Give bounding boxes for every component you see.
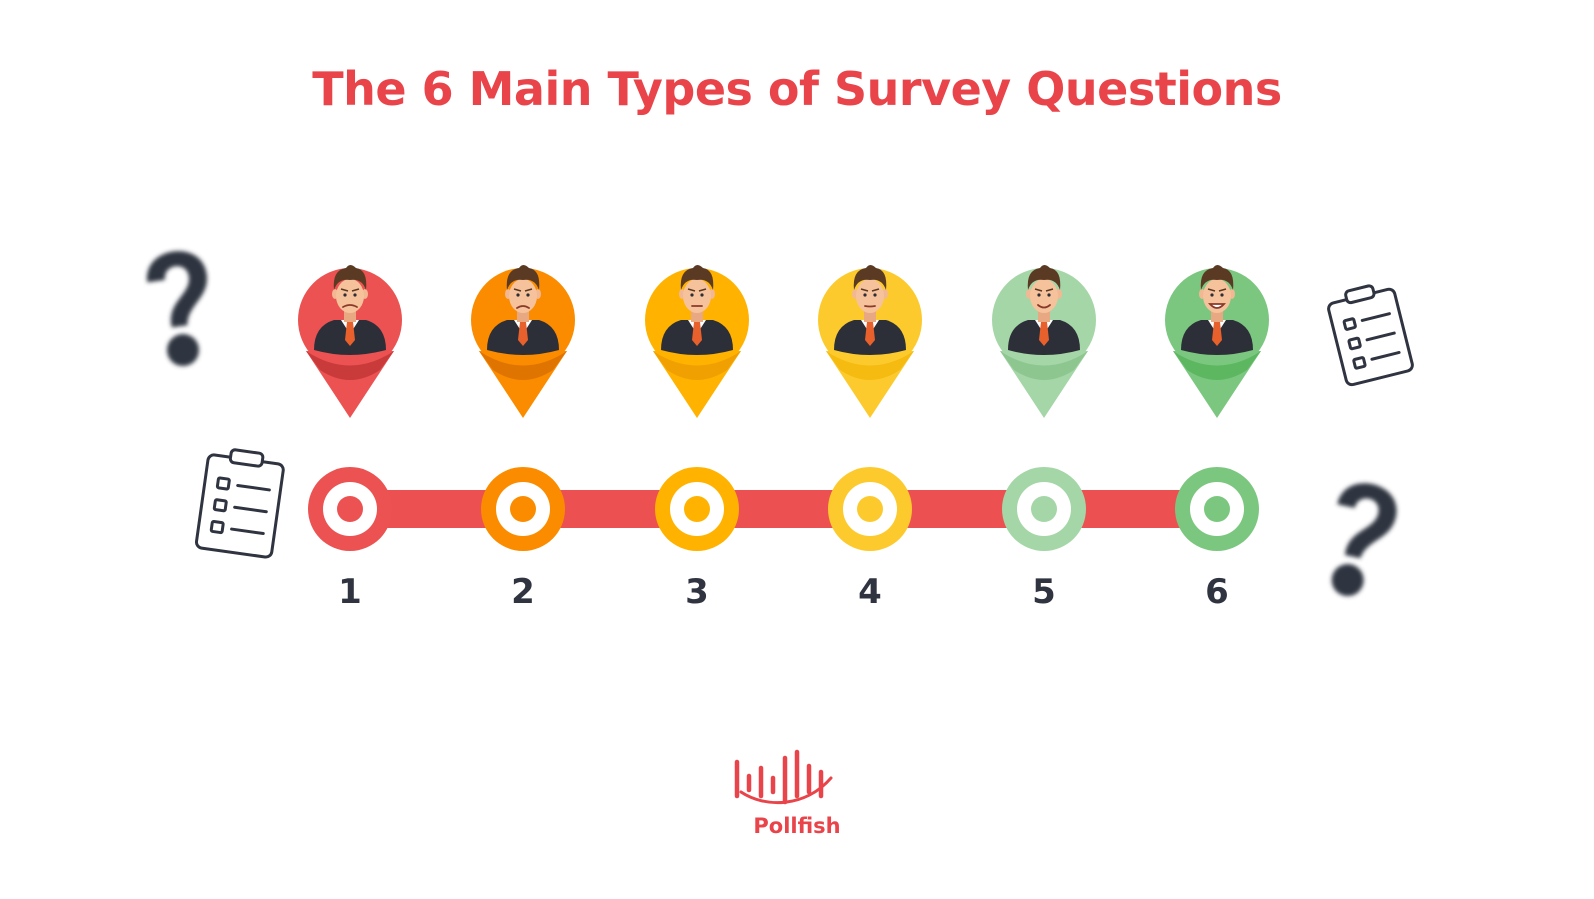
timeline-node bbox=[655, 467, 739, 551]
survey-step: 6 bbox=[1165, 265, 1269, 612]
step-number: 5 bbox=[1032, 572, 1056, 612]
person-avatar-icon bbox=[1181, 265, 1253, 355]
timeline-node bbox=[1002, 467, 1086, 551]
survey-step: 3 bbox=[645, 265, 749, 612]
checklist-icon bbox=[1327, 284, 1414, 387]
step-number: 1 bbox=[338, 572, 362, 612]
survey-step: 5 bbox=[992, 265, 1096, 612]
survey-step: 1 bbox=[298, 265, 402, 612]
survey-step: 2 bbox=[471, 265, 575, 612]
person-avatar-icon bbox=[487, 265, 559, 355]
timeline-node bbox=[1175, 467, 1259, 551]
checklist-icon bbox=[194, 448, 285, 559]
step-number: 3 bbox=[685, 572, 709, 612]
question-mark-icon bbox=[147, 251, 207, 367]
person-avatar-icon bbox=[1008, 265, 1080, 355]
brand-name: Pollfish bbox=[753, 814, 841, 838]
timeline-node bbox=[308, 467, 392, 551]
page-title: The 6 Main Types of Survey Questions bbox=[312, 62, 1282, 116]
timeline-node bbox=[828, 467, 912, 551]
pollfish-logo-icon bbox=[734, 749, 833, 805]
step-number: 4 bbox=[858, 572, 882, 612]
step-number: 6 bbox=[1205, 572, 1229, 612]
question-mark-icon bbox=[1331, 483, 1397, 597]
timeline-track bbox=[350, 490, 1216, 528]
person-avatar-icon bbox=[314, 265, 386, 355]
step-number: 2 bbox=[511, 572, 535, 612]
person-avatar-icon bbox=[661, 265, 733, 355]
timeline-node bbox=[481, 467, 565, 551]
person-avatar-icon bbox=[834, 265, 906, 355]
survey-step: 4 bbox=[818, 265, 922, 612]
